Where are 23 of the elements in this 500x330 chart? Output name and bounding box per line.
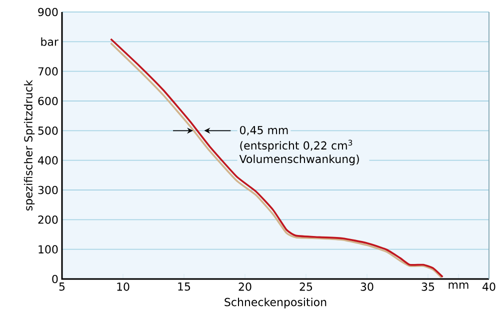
annotation: 0,45 mm (240, 126, 288, 136)
x-tick-label: 15 (178, 282, 190, 291)
y-tick-label: 200 (38, 216, 58, 224)
y-tick-label: 700 (38, 67, 58, 76)
x-tick-label: 35 (422, 282, 434, 291)
x-tick-label: 30 (360, 282, 374, 291)
x-tick-label: 10 (117, 282, 130, 291)
y-tick-label: 900 (38, 8, 58, 16)
x-tick-label: mm (448, 282, 468, 289)
y-tick-label: 300 (38, 186, 58, 194)
x-tick-label: 40 (482, 282, 496, 291)
x-tick-label: 25 (300, 282, 312, 291)
x-axis-title: Schneckenposition (224, 298, 326, 308)
y-tick-label: bar (41, 37, 58, 46)
y-tick-label: 600 (38, 96, 58, 106)
y-tick-label: 0 (52, 274, 58, 284)
x-tick-label: 20 (238, 282, 252, 291)
y-tick-label: 400 (38, 156, 58, 164)
y-axis-title: spezifischer Spritzdruck (24, 80, 35, 211)
y-tick-label: 500 (38, 126, 58, 135)
y-tick-label: 100 (38, 245, 58, 254)
annotation: (entspricht 0,22 cm$^{3}$ Volumenschwankung) (239, 140, 359, 166)
x-tick-label: 5 (59, 282, 65, 291)
